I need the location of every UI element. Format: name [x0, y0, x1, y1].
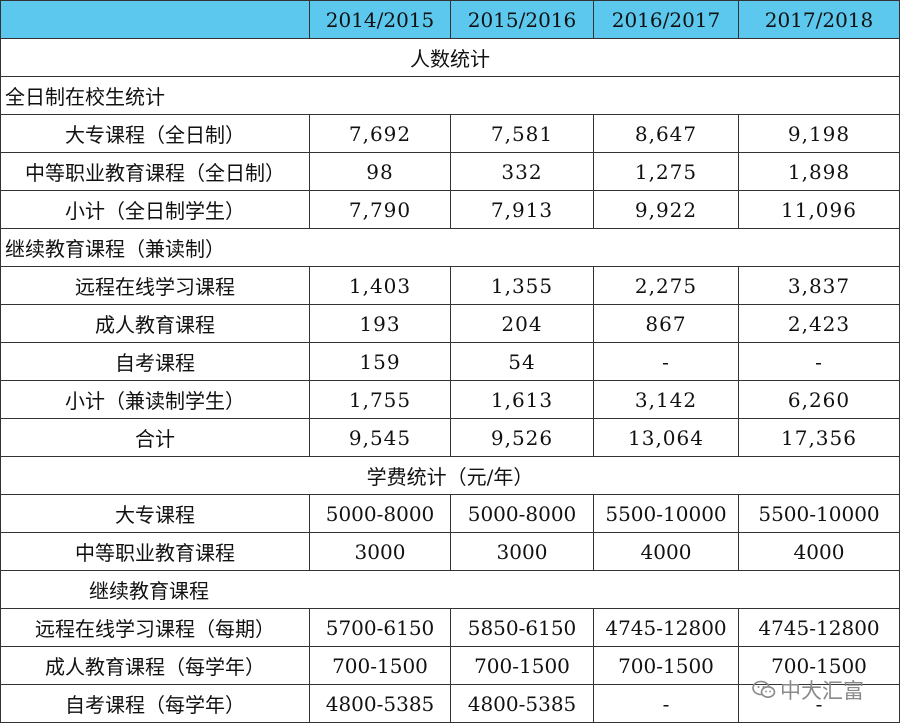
table-row: 远程在线学习课程（每期） 5700-6150 5850-6150 4745-12… — [0, 608, 900, 647]
row-label: 成人教育课程 — [0, 304, 310, 343]
section-title-fees: 学费统计（元/年） — [0, 456, 900, 495]
wechat-icon — [752, 680, 776, 700]
table-row: 小计（全日制学生） 7,790 7,913 9,922 11,096 — [0, 190, 900, 229]
cell-value: 4800-5385 — [309, 684, 451, 723]
group-title-parttime: 继续教育课程（兼读制） — [0, 228, 900, 267]
cell-value: 4000 — [593, 532, 739, 571]
cell-value: 159 — [309, 342, 451, 381]
cell-value: 1,403 — [309, 266, 451, 305]
cell-value: 17,356 — [738, 418, 900, 457]
table-row: 大专课程 5000-8000 5000-8000 5500-10000 5500… — [0, 494, 900, 533]
row-label: 小计（兼读制学生） — [0, 380, 310, 419]
cell-value: - — [738, 342, 900, 381]
cell-value: 5000-8000 — [309, 494, 451, 533]
header-year-2016: 2016/2017 — [593, 0, 739, 39]
header-cell-empty — [0, 0, 310, 39]
section-title-enrollment: 人数统计 — [0, 38, 900, 77]
table-row: 中等职业教育课程（全日制） 98 332 1,275 1,898 — [0, 152, 900, 191]
row-label: 远程在线学习课程（每期） — [0, 608, 310, 647]
row-label: 小计（全日制学生） — [0, 190, 310, 229]
cell-value: 193 — [309, 304, 451, 343]
cell-value: 9,545 — [309, 418, 451, 457]
row-label: 中等职业教育课程 — [0, 532, 310, 571]
section-row: 人数统计 — [0, 38, 900, 77]
cell-value: 9,198 — [738, 114, 900, 153]
cell-value: 2,423 — [738, 304, 900, 343]
cell-value: 204 — [450, 304, 594, 343]
table-row: 中等职业教育课程 3000 3000 4000 4000 — [0, 532, 900, 571]
table-row: 自考课程 159 54 - - — [0, 342, 900, 381]
section-row: 学费统计（元/年） — [0, 456, 900, 495]
cell-value: - — [593, 342, 739, 381]
cell-value: 2,275 — [593, 266, 739, 305]
row-label: 自考课程（每学年） — [0, 684, 310, 723]
cell-value: 3000 — [450, 532, 594, 571]
table-row: 成人教育课程 193 204 867 2,423 — [0, 304, 900, 343]
table-row: 小计（兼读制学生） 1,755 1,613 3,142 6,260 — [0, 380, 900, 419]
cell-value: 700-1500 — [309, 646, 451, 685]
table-row: 远程在线学习课程 1,403 1,355 2,275 3,837 — [0, 266, 900, 305]
cell-value: - — [593, 684, 739, 723]
header-row: 2014/2015 2015/2016 2016/2017 2017/2018 — [0, 0, 900, 39]
cell-value: 5700-6150 — [309, 608, 451, 647]
cell-value: 867 — [593, 304, 739, 343]
cell-value: 1,755 — [309, 380, 451, 419]
cell-value: 700-1500 — [450, 646, 594, 685]
header-year-2015: 2015/2016 — [450, 0, 594, 39]
cell-value: 4745-12800 — [738, 608, 900, 647]
cell-value: 5000-8000 — [450, 494, 594, 533]
cell-value: 54 — [450, 342, 594, 381]
table-row: 合计 9,545 9,526 13,064 17,356 — [0, 418, 900, 457]
row-label: 大专课程（全日制） — [0, 114, 310, 153]
cell-value: 3,837 — [738, 266, 900, 305]
row-label: 远程在线学习课程 — [0, 266, 310, 305]
watermark: 中大汇富 — [752, 675, 864, 705]
cell-value: 5500-10000 — [738, 494, 900, 533]
cell-value: 9,526 — [450, 418, 594, 457]
row-label: 大专课程 — [0, 494, 310, 533]
row-label: 中等职业教育课程（全日制） — [0, 152, 310, 191]
table-row: 大专课程（全日制） 7,692 7,581 8,647 9,198 — [0, 114, 900, 153]
cell-value: 6,260 — [738, 380, 900, 419]
cell-value: 1,355 — [450, 266, 594, 305]
cell-value: 1,613 — [450, 380, 594, 419]
group-title-continuing: 继续教育课程 — [0, 570, 900, 609]
row-label: 自考课程 — [0, 342, 310, 381]
cell-value: 4000 — [738, 532, 900, 571]
cell-value: 7,581 — [450, 114, 594, 153]
cell-value: 98 — [309, 152, 451, 191]
cell-value: 5850-6150 — [450, 608, 594, 647]
row-label: 合计 — [0, 418, 310, 457]
cell-value: 5500-10000 — [593, 494, 739, 533]
cell-value: 9,922 — [593, 190, 739, 229]
header-year-2014: 2014/2015 — [309, 0, 451, 39]
cell-value: 11,096 — [738, 190, 900, 229]
group-row: 继续教育课程 — [0, 570, 900, 609]
row-label: 成人教育课程（每学年） — [0, 646, 310, 685]
cell-value: 332 — [450, 152, 594, 191]
cell-value: 4745-12800 — [593, 608, 739, 647]
group-title-fulltime: 全日制在校生统计 — [0, 76, 900, 115]
cell-value: 1,275 — [593, 152, 739, 191]
cell-value: 8,647 — [593, 114, 739, 153]
cell-value: 7,913 — [450, 190, 594, 229]
cell-value: 7,692 — [309, 114, 451, 153]
group-row: 全日制在校生统计 — [0, 76, 900, 115]
watermark-text: 中大汇富 — [780, 679, 864, 703]
group-row: 继续教育课程（兼读制） — [0, 228, 900, 267]
cell-value: 7,790 — [309, 190, 451, 229]
cell-value: 3000 — [309, 532, 451, 571]
header-year-2017: 2017/2018 — [738, 0, 900, 39]
cell-value: 700-1500 — [593, 646, 739, 685]
cell-value: 3,142 — [593, 380, 739, 419]
cell-value: 4800-5385 — [450, 684, 594, 723]
cell-value: 13,064 — [593, 418, 739, 457]
cell-value: 1,898 — [738, 152, 900, 191]
